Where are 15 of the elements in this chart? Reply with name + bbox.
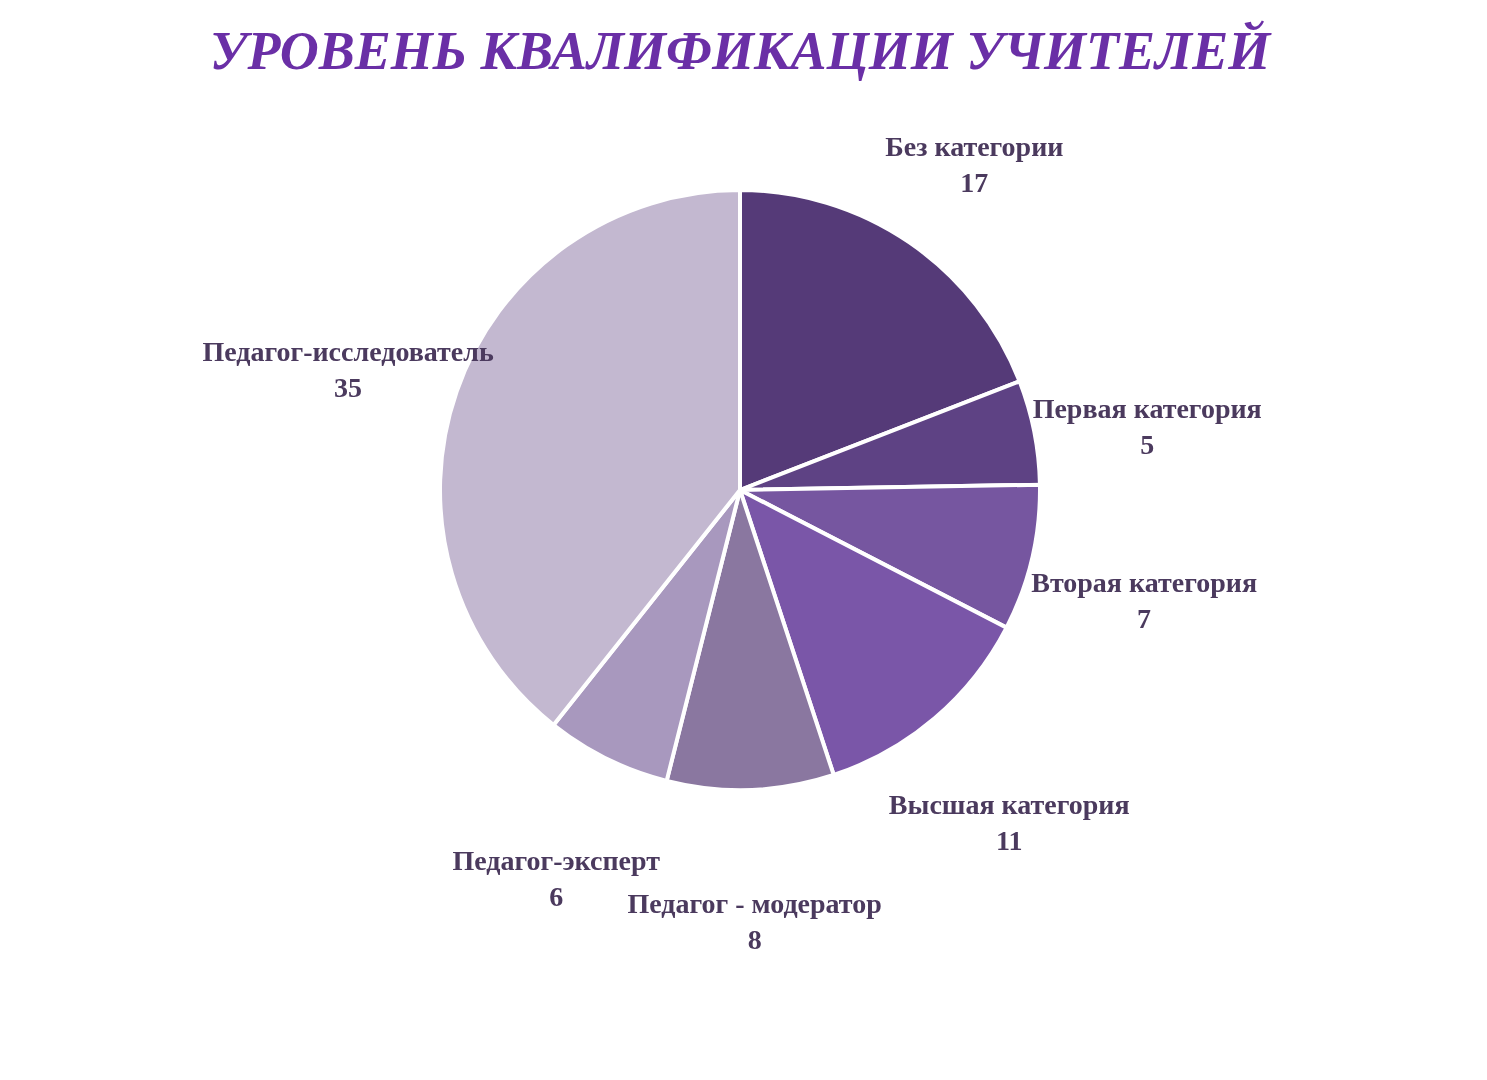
data-label: 8 — [747, 923, 762, 955]
slice-label: Высшая категория — [888, 788, 1130, 820]
data-label: 11 — [996, 824, 1023, 856]
data-label: 7 — [1137, 603, 1152, 635]
data-label: 6 — [549, 881, 564, 913]
chart-title: УРОВЕНЬ КВАЛИФИКАЦИИ УЧИТЕЛЕЙ — [209, 20, 1273, 81]
data-label: 35 — [334, 372, 363, 404]
slice-label: Педагог - модератор — [627, 887, 882, 919]
slice-label: Педагог-исследователь — [202, 336, 494, 368]
data-label: 5 — [1140, 428, 1155, 460]
slice-label: Вторая категория — [1031, 567, 1258, 599]
slice-label: Без категории — [885, 130, 1064, 162]
slice-label: Первая категория — [1032, 392, 1262, 424]
slice-label: Педагог-эксперт — [452, 845, 661, 877]
data-label: 17 — [960, 166, 989, 198]
